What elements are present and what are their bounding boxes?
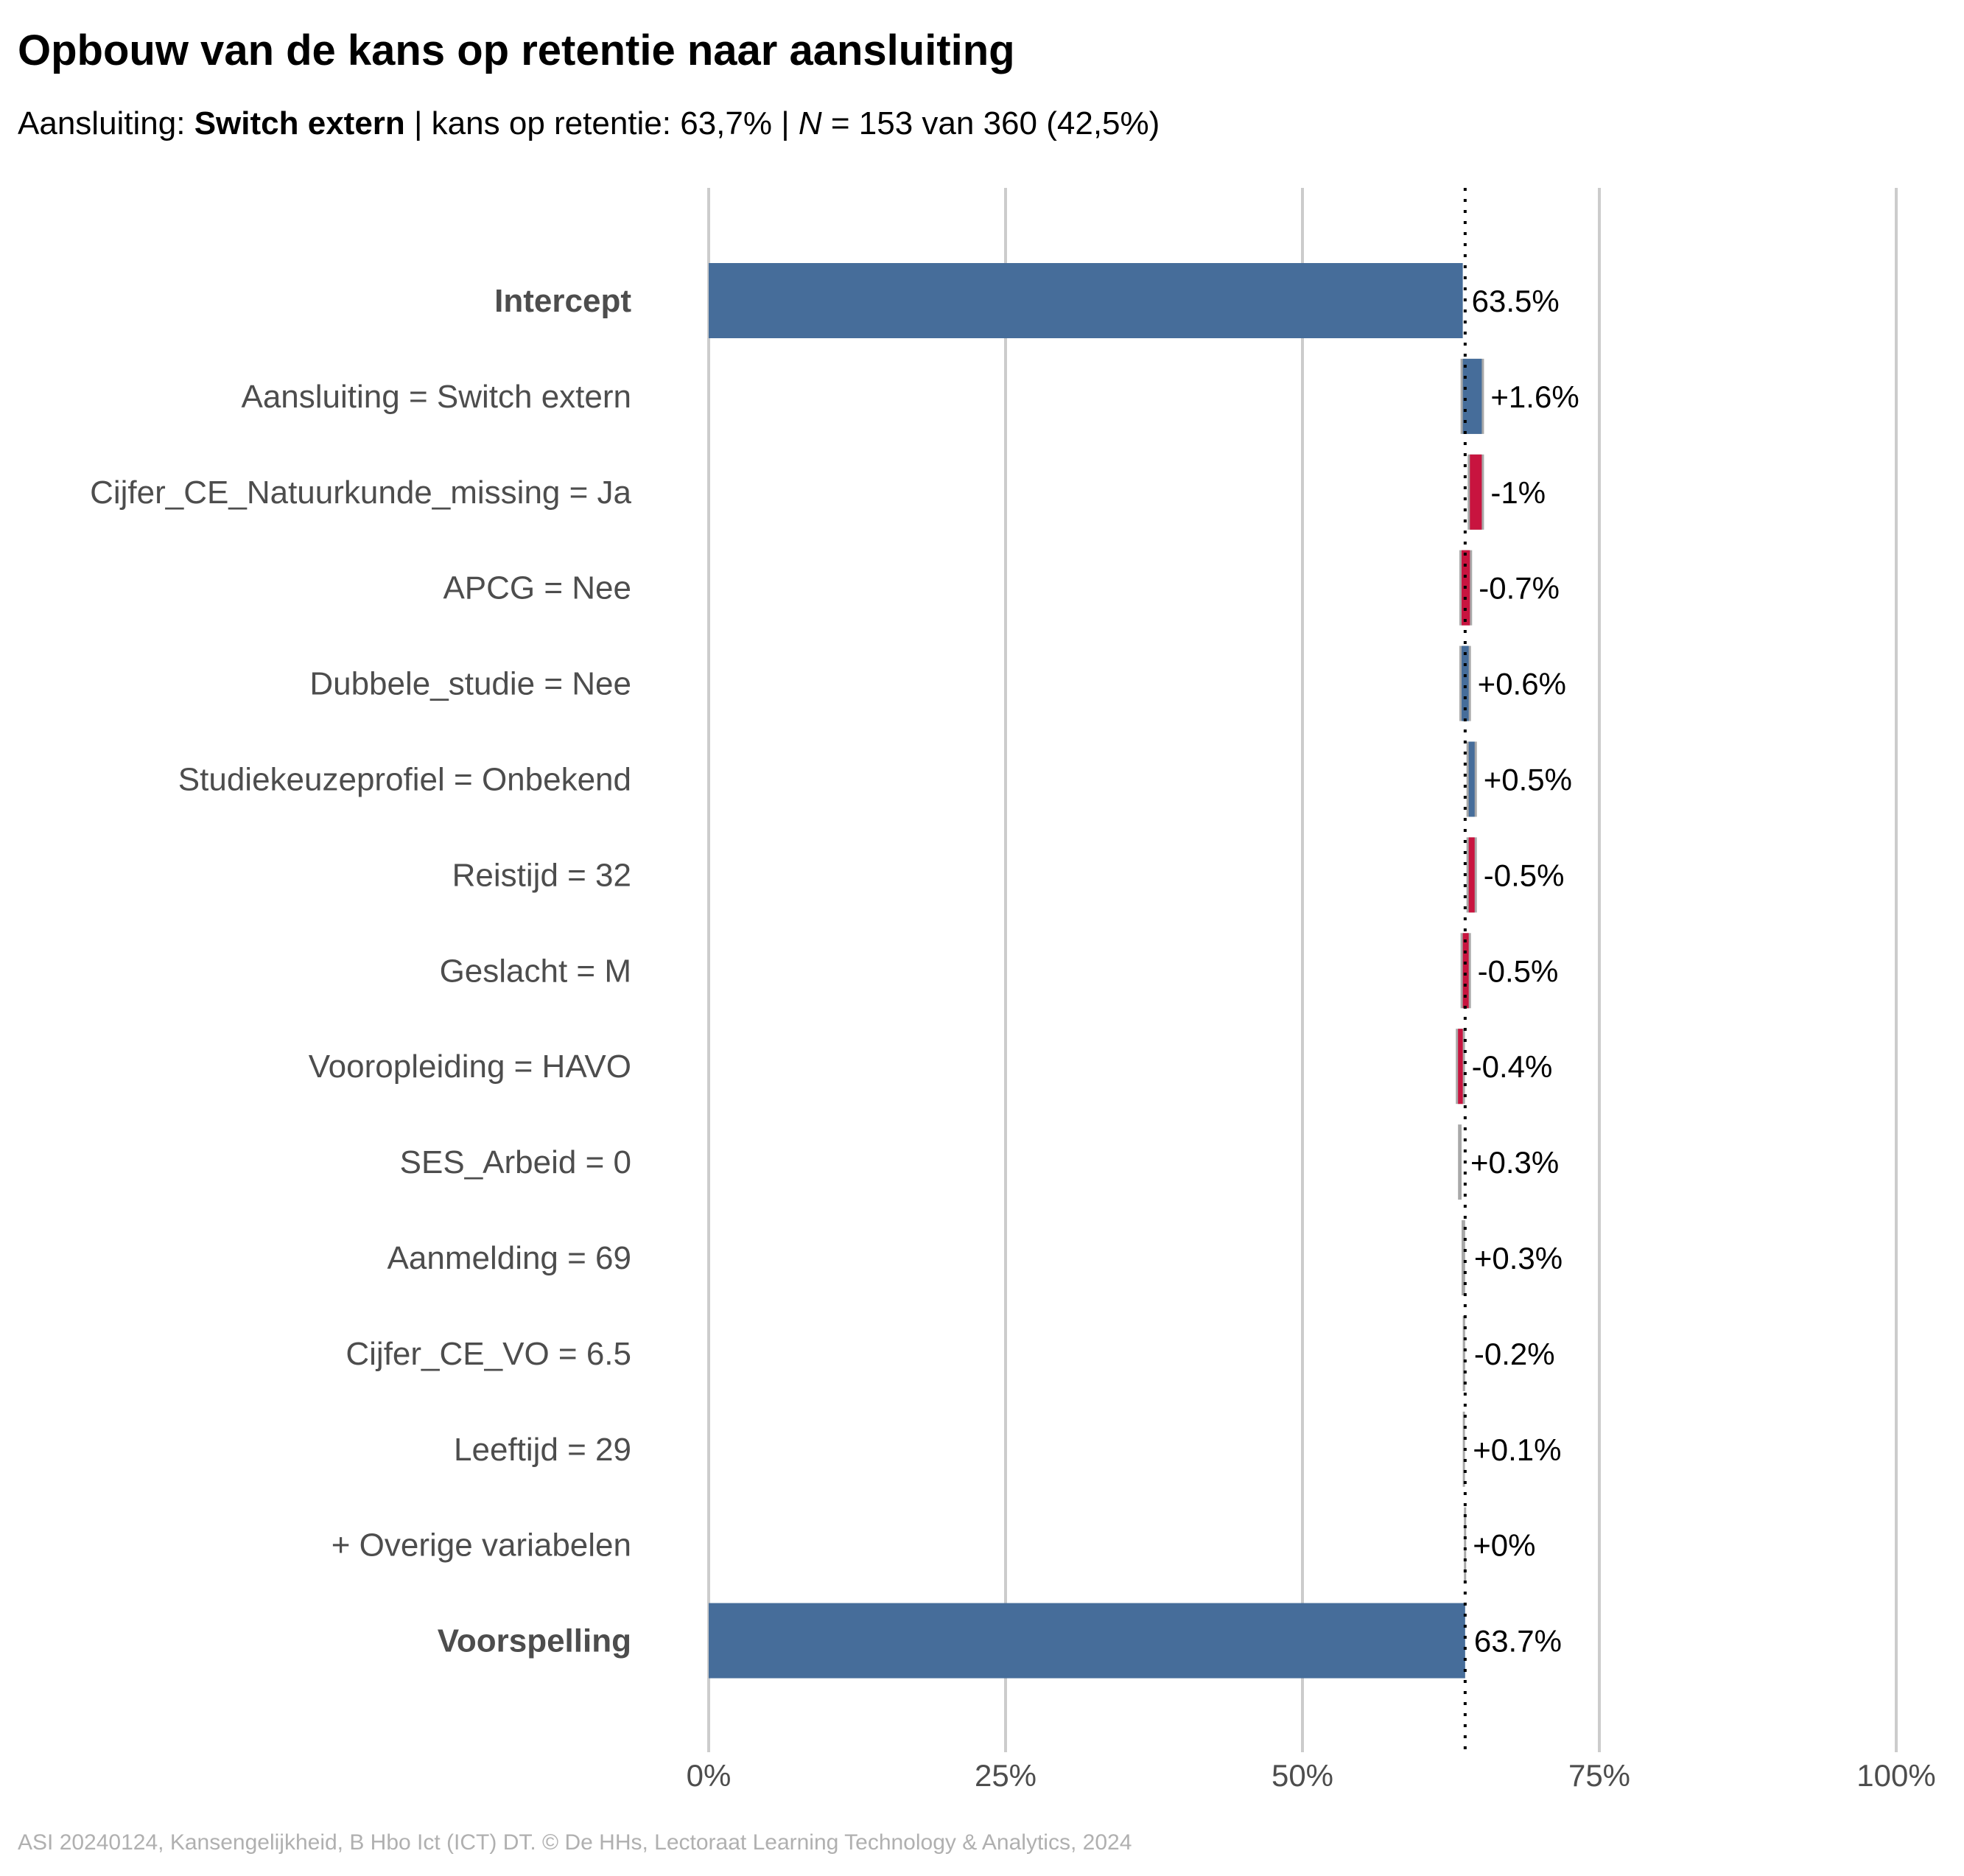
- bar-10: [1462, 1220, 1465, 1295]
- bar-0: [709, 263, 1463, 338]
- value-label-2: -1%: [1490, 475, 1546, 510]
- subtitle-group: Switch extern: [194, 105, 405, 141]
- category-label-5: Studiekeuzeprofiel = Onbekend: [178, 762, 631, 798]
- value-label-10: +0.3%: [1474, 1241, 1563, 1275]
- value-label-3: -0.7%: [1479, 571, 1560, 606]
- value-label-11: -0.2%: [1474, 1337, 1555, 1371]
- category-label-1: Aansluiting = Switch extern: [241, 379, 631, 415]
- subtitle-prefix: Aansluiting:: [18, 105, 194, 141]
- subtitle-middle: | kans op retentie: 63,7% |: [405, 105, 799, 141]
- category-label-10: Aanmelding = 69: [387, 1240, 631, 1276]
- value-label-14: 63.7%: [1474, 1624, 1562, 1659]
- value-label-6: -0.5%: [1484, 858, 1565, 892]
- category-label-7: Geslacht = M: [440, 953, 631, 989]
- value-label-13: +0%: [1473, 1528, 1535, 1563]
- bar-7: [1462, 933, 1469, 1009]
- subtitle-suffix: = 153 van 360 (42,5%): [822, 105, 1160, 141]
- bar-8: [1458, 1029, 1463, 1105]
- bar-2: [1470, 454, 1482, 530]
- chart-subtitle: Aansluiting: Switch extern | kans op ret…: [18, 105, 1160, 141]
- category-labels: Intercept Aansluiting = Switch extern Cijf…: [90, 283, 631, 1659]
- bar-13: [1464, 1507, 1467, 1583]
- category-label-0: Intercept: [494, 283, 631, 319]
- category-label-4: Dubbele_studie = Nee: [309, 666, 631, 702]
- grid-lines: [707, 188, 1898, 1752]
- bar-9: [1458, 1124, 1462, 1200]
- value-label-8: -0.4%: [1472, 1049, 1553, 1084]
- category-label-8: Vooropleiding = HAVO: [309, 1049, 631, 1085]
- category-label-13: + Overige variabelen: [332, 1527, 631, 1564]
- category-label-12: Leeftijd = 29: [454, 1432, 631, 1468]
- x-tick-label-75: 75%: [1568, 1758, 1630, 1793]
- category-label-2: Cijfer_CE_Natuurkunde_missing = Ja: [90, 475, 631, 511]
- category-label-14: Voorspelling: [438, 1623, 631, 1659]
- x-tick-label-25: 25%: [975, 1758, 1037, 1793]
- value-label-1: +1.6%: [1490, 379, 1579, 414]
- bar-11: [1462, 1315, 1465, 1391]
- value-label-5: +0.5%: [1484, 763, 1572, 797]
- x-axis-tick-labels: 0% 25% 50% 75% 100%: [687, 1758, 1936, 1793]
- category-label-9: SES_Arbeid = 0: [400, 1144, 631, 1180]
- value-label-12: +0.1%: [1473, 1432, 1561, 1467]
- bar-6: [1468, 837, 1475, 913]
- waterfall-bars: [709, 263, 1484, 1679]
- value-labels: 63.5% +1.6% -1% -0.7% +0.6% +0.5% -0.5% -0.5% -0…: [1470, 284, 1579, 1659]
- category-label-6: Reistijd = 32: [452, 857, 631, 893]
- bar-4: [1462, 645, 1469, 721]
- x-tick-label-100: 100%: [1856, 1758, 1935, 1793]
- chart-title: Opbouw van de kans op retentie naar aans…: [18, 27, 1015, 74]
- value-label-0: 63.5%: [1472, 284, 1560, 318]
- x-tick-label-0: 0%: [687, 1758, 732, 1793]
- value-label-7: -0.5%: [1478, 953, 1559, 988]
- value-label-9: +0.3%: [1470, 1145, 1559, 1180]
- value-label-4: +0.6%: [1478, 667, 1566, 701]
- x-tick-label-50: 50%: [1272, 1758, 1333, 1793]
- subtitle-n-symbol: N: [799, 105, 822, 141]
- bar-5: [1468, 741, 1475, 817]
- category-label-11: Cijfer_CE_VO = 6.5: [346, 1336, 631, 1372]
- chart-caption: ASI 20240124, Kansengelijkheid, B Hbo Ic…: [18, 1830, 1132, 1855]
- bar-14: [709, 1603, 1465, 1679]
- category-label-3: APCG = Nee: [443, 570, 631, 606]
